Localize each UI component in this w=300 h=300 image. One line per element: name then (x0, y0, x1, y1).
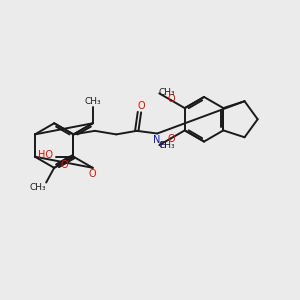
Text: O: O (167, 134, 175, 144)
Text: O: O (89, 169, 97, 179)
Text: CH₃: CH₃ (30, 183, 46, 192)
Text: O: O (167, 94, 175, 104)
Text: H: H (159, 142, 166, 151)
Text: HO: HO (38, 150, 53, 160)
Text: CH₃: CH₃ (85, 97, 101, 106)
Text: O: O (60, 160, 68, 170)
Text: N: N (153, 135, 160, 145)
Text: O: O (137, 101, 145, 111)
Text: CH₃: CH₃ (159, 88, 175, 98)
Text: CH₃: CH₃ (159, 141, 175, 150)
